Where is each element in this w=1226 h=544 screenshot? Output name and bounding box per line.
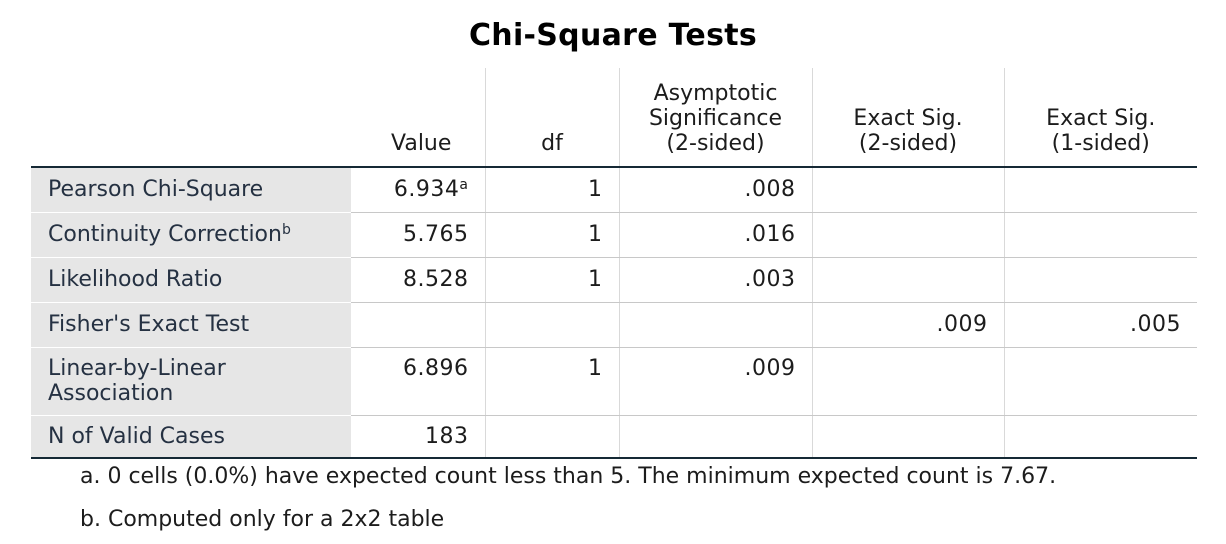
- cell-exact1: [1003, 257, 1197, 303]
- row-label: Pearson Chi-Square: [31, 167, 351, 213]
- table-row-n-of-valid-cases: N of Valid Cases 183: [31, 415, 1197, 459]
- header-exact-sig-2-sided: Exact Sig. (2-sided): [811, 68, 1004, 168]
- cell-exact2: .009: [811, 302, 1004, 348]
- cell-df: 1: [484, 167, 619, 213]
- header-asymptotic-significance: Asymptotic Significance (2-sided): [618, 68, 812, 168]
- cell-asymp: .008: [618, 167, 812, 213]
- cell-exact2: [811, 167, 1004, 213]
- header-exact-sig-1-sided: Exact Sig. (1-sided): [1003, 68, 1197, 168]
- footnote-marker-a: a: [459, 177, 469, 194]
- cell-df: [484, 415, 619, 459]
- cell-df: 1: [484, 257, 619, 303]
- cell-df: 1: [484, 347, 619, 416]
- cell-exact1: [1003, 415, 1197, 459]
- table-row-pearson-chi-square: Pearson Chi-Square 6.934a 1 .008: [31, 167, 1197, 213]
- cell-asymp: [618, 415, 812, 459]
- cell-exact1: [1003, 212, 1197, 258]
- footnote-marker-b: b: [281, 222, 291, 238]
- header-row: Value df Asymptotic Significance (2-side…: [31, 68, 1197, 168]
- row-label: Likelihood Ratio: [31, 257, 351, 303]
- table-row-likelihood-ratio: Likelihood Ratio 8.528 1 .003: [31, 257, 1197, 303]
- header-value: Value: [351, 68, 485, 168]
- table-row-linear-by-linear-association: Linear-by-Linear Association 6.896 1 .009: [31, 347, 1197, 416]
- table-row-fishers-exact-test: Fisher's Exact Test .009 .005: [31, 302, 1197, 348]
- header-df: df: [484, 68, 619, 168]
- chi-square-table: Value df Asymptotic Significance (2-side…: [31, 68, 1197, 459]
- row-label: Continuity Correctionb: [31, 212, 351, 258]
- cell-value: 8.528: [351, 257, 485, 303]
- cell-exact1: .005: [1003, 302, 1197, 348]
- cell-df: 1: [484, 212, 619, 258]
- cell-value: 6.896: [351, 347, 485, 416]
- cell-exact1: [1003, 347, 1197, 416]
- cell-exact1: [1003, 167, 1197, 213]
- row-label: Fisher's Exact Test: [31, 302, 351, 348]
- table-title: Chi-Square Tests: [468, 18, 758, 53]
- table-row-continuity-correction: Continuity Correctionb 5.765 1 .016: [31, 212, 1197, 258]
- row-label: N of Valid Cases: [31, 415, 351, 459]
- cell-exact2: [811, 257, 1004, 303]
- cell-value: [351, 302, 485, 348]
- footnote-a: a. 0 cells (0.0%) have expected count le…: [80, 464, 1057, 489]
- cell-value: 6.934a: [351, 167, 485, 213]
- cell-value: 5.765: [351, 212, 485, 258]
- cell-asymp: .009: [618, 347, 812, 416]
- footnote-b: b. Computed only for a 2x2 table: [80, 507, 445, 532]
- cell-exact2: [811, 212, 1004, 258]
- cell-value: 183: [351, 415, 485, 459]
- cell-asymp: .003: [618, 257, 812, 303]
- cell-exact2: [811, 347, 1004, 416]
- header-corner: [31, 68, 351, 168]
- cell-df: [484, 302, 619, 348]
- cell-asymp: .016: [618, 212, 812, 258]
- row-label: Linear-by-Linear Association: [31, 347, 351, 416]
- cell-asymp: [618, 302, 812, 348]
- cell-exact2: [811, 415, 1004, 459]
